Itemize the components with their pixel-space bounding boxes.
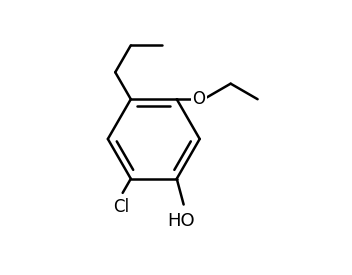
Text: O: O: [193, 90, 206, 108]
Text: HO: HO: [167, 212, 195, 230]
Text: Cl: Cl: [113, 198, 129, 216]
